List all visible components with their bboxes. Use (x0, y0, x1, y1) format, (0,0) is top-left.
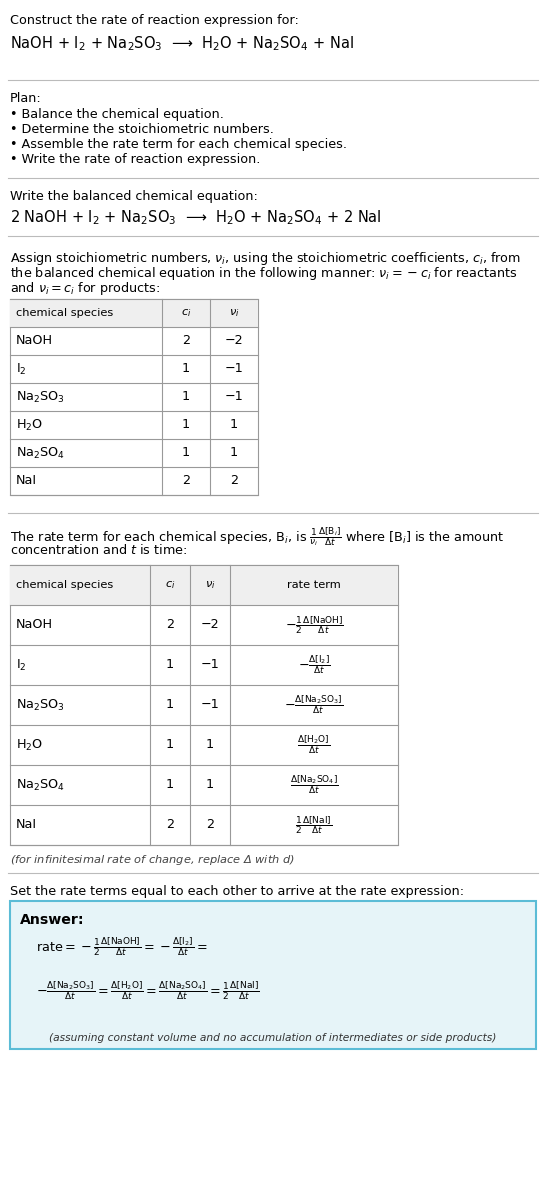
Text: $\frac{1}{2}\frac{\Delta[\mathrm{NaI}]}{\Delta t}$: $\frac{1}{2}\frac{\Delta[\mathrm{NaI}]}{… (295, 814, 333, 836)
Text: −2: −2 (201, 619, 219, 632)
Text: $-\frac{\Delta[\mathrm{Na_2SO_3}]}{\Delta t} = \frac{\Delta[\mathrm{H_2O}]}{\Del: $-\frac{\Delta[\mathrm{Na_2SO_3}]}{\Delt… (36, 979, 260, 1001)
Text: $-\frac{1}{2}\frac{\Delta[\mathrm{NaOH}]}{\Delta t}$: $-\frac{1}{2}\frac{\Delta[\mathrm{NaOH}]… (284, 614, 343, 637)
Text: $-\frac{\Delta[\mathrm{Na_2SO_3}]}{\Delta t}$: $-\frac{\Delta[\mathrm{Na_2SO_3}]}{\Delt… (284, 694, 343, 716)
Text: $c_i$: $c_i$ (181, 308, 191, 319)
Text: 1: 1 (230, 418, 238, 432)
Text: $c_i$: $c_i$ (165, 579, 175, 591)
Text: −1: −1 (200, 658, 219, 671)
Text: −1: −1 (224, 391, 244, 404)
Text: I$_2$: I$_2$ (16, 658, 27, 672)
Bar (10, 299, 258, 495)
Text: NaOH: NaOH (16, 335, 53, 348)
Text: 1: 1 (230, 447, 238, 459)
Text: chemical species: chemical species (16, 581, 113, 590)
Text: • Determine the stoichiometric numbers.: • Determine the stoichiometric numbers. (10, 123, 274, 136)
Text: • Write the rate of reaction expression.: • Write the rate of reaction expression. (10, 153, 260, 166)
FancyBboxPatch shape (10, 901, 536, 1049)
Text: Answer:: Answer: (20, 913, 85, 927)
Text: $\nu_i$: $\nu_i$ (205, 579, 215, 591)
Text: chemical species: chemical species (16, 308, 113, 318)
Text: Write the balanced chemical equation:: Write the balanced chemical equation: (10, 190, 258, 203)
Text: concentration and $t$ is time:: concentration and $t$ is time: (10, 544, 187, 557)
Text: NaI: NaI (16, 819, 37, 832)
Text: −1: −1 (224, 362, 244, 375)
Text: 2: 2 (166, 819, 174, 832)
Text: the balanced chemical equation in the following manner: $\nu_i = -c_i$ for react: the balanced chemical equation in the fo… (10, 265, 518, 283)
Text: 1: 1 (206, 778, 214, 791)
Text: 1: 1 (182, 418, 190, 432)
Text: and $\nu_i = c_i$ for products:: and $\nu_i = c_i$ for products: (10, 280, 160, 297)
Text: $\nu_i$: $\nu_i$ (229, 308, 239, 319)
Text: (assuming constant volume and no accumulation of intermediates or side products): (assuming constant volume and no accumul… (49, 1033, 497, 1043)
Text: 2: 2 (230, 474, 238, 488)
Bar (10, 299, 258, 327)
Text: NaOH: NaOH (16, 619, 53, 632)
Text: 2: 2 (166, 619, 174, 632)
Text: 2: 2 (206, 819, 214, 832)
Text: H$_2$O: H$_2$O (16, 738, 43, 752)
Text: NaI: NaI (16, 474, 37, 488)
Text: 1: 1 (166, 739, 174, 751)
Text: 1: 1 (182, 391, 190, 404)
Text: NaOH + I$_2$ + Na$_2$SO$_3$  ⟶  H$_2$O + Na$_2$SO$_4$ + NaI: NaOH + I$_2$ + Na$_2$SO$_3$ ⟶ H$_2$O + N… (10, 35, 354, 52)
Text: $\mathrm{rate} = -\frac{1}{2}\frac{\Delta[\mathrm{NaOH}]}{\Delta t} = -\frac{\De: $\mathrm{rate} = -\frac{1}{2}\frac{\Delt… (36, 935, 208, 957)
Text: 1: 1 (166, 658, 174, 671)
Text: rate term: rate term (287, 581, 341, 590)
Text: Assign stoichiometric numbers, $\nu_i$, using the stoichiometric coefficients, $: Assign stoichiometric numbers, $\nu_i$, … (10, 250, 521, 267)
Text: Na$_2$SO$_4$: Na$_2$SO$_4$ (16, 446, 65, 460)
Text: Set the rate terms equal to each other to arrive at the rate expression:: Set the rate terms equal to each other t… (10, 884, 464, 898)
Text: 1: 1 (182, 447, 190, 459)
Text: H$_2$O: H$_2$O (16, 417, 43, 433)
Text: 1: 1 (182, 362, 190, 375)
Text: Construct the rate of reaction expression for:: Construct the rate of reaction expressio… (10, 14, 299, 27)
Text: Na$_2$SO$_4$: Na$_2$SO$_4$ (16, 777, 65, 793)
Text: I$_2$: I$_2$ (16, 361, 27, 377)
Text: (for infinitesimal rate of change, replace Δ with $d$): (for infinitesimal rate of change, repla… (10, 853, 295, 867)
Text: 1: 1 (206, 739, 214, 751)
Text: −2: −2 (225, 335, 244, 348)
Text: The rate term for each chemical species, B$_i$, is $\frac{1}{\nu_i}\frac{\Delta[: The rate term for each chemical species,… (10, 524, 505, 548)
Text: 1: 1 (166, 699, 174, 712)
Text: $-\frac{\Delta[\mathrm{I_2}]}{\Delta t}$: $-\frac{\Delta[\mathrm{I_2}]}{\Delta t}$ (298, 653, 330, 676)
Text: −1: −1 (200, 699, 219, 712)
Text: Plan:: Plan: (10, 92, 41, 105)
Bar (10, 565, 398, 845)
Text: $\frac{\Delta[\mathrm{H_2O}]}{\Delta t}$: $\frac{\Delta[\mathrm{H_2O}]}{\Delta t}$ (298, 733, 330, 757)
Text: Na$_2$SO$_3$: Na$_2$SO$_3$ (16, 697, 65, 713)
Text: 2 NaOH + I$_2$ + Na$_2$SO$_3$  ⟶  H$_2$O + Na$_2$SO$_4$ + 2 NaI: 2 NaOH + I$_2$ + Na$_2$SO$_3$ ⟶ H$_2$O +… (10, 207, 382, 226)
Text: 2: 2 (182, 335, 190, 348)
Text: • Balance the chemical equation.: • Balance the chemical equation. (10, 108, 224, 122)
Text: $\frac{\Delta[\mathrm{Na_2SO_4}]}{\Delta t}$: $\frac{\Delta[\mathrm{Na_2SO_4}]}{\Delta… (290, 774, 339, 796)
Text: • Assemble the rate term for each chemical species.: • Assemble the rate term for each chemic… (10, 138, 347, 151)
Text: Na$_2$SO$_3$: Na$_2$SO$_3$ (16, 390, 65, 404)
Bar (10, 565, 398, 606)
Text: 1: 1 (166, 778, 174, 791)
Text: 2: 2 (182, 474, 190, 488)
